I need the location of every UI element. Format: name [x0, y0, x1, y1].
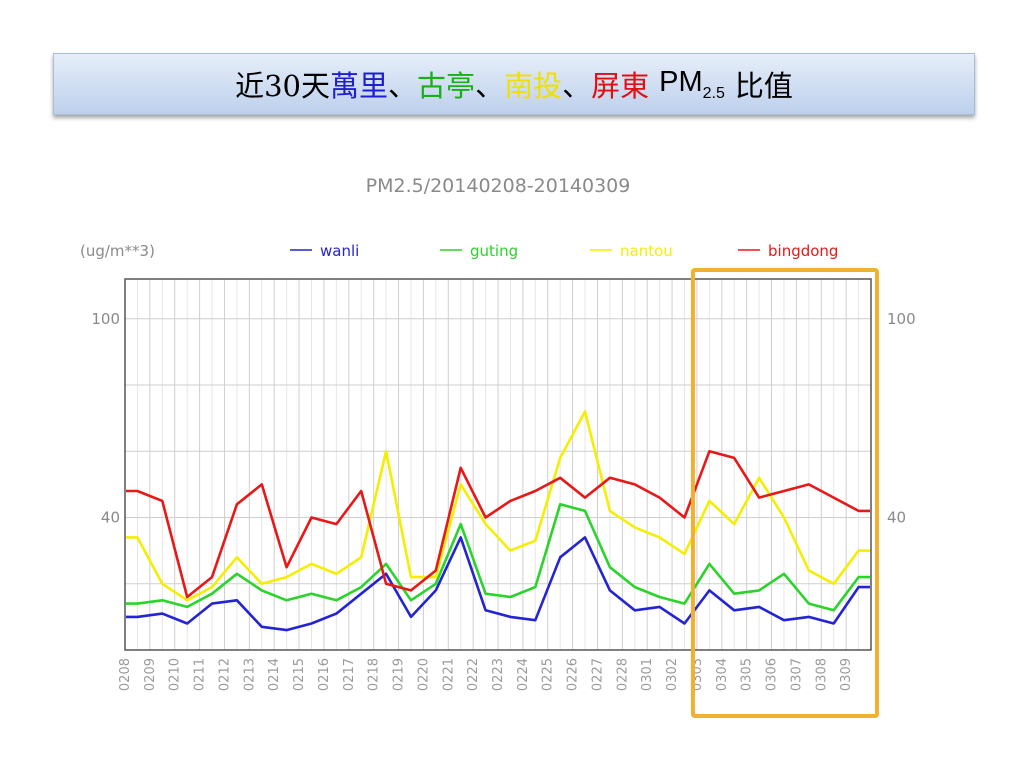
series-line-guting — [126, 502, 870, 612]
station-nantou: 南投 — [504, 69, 563, 103]
y-unit-label: (ug/m**3) — [80, 242, 155, 260]
y-tick-label-right: 40 — [887, 509, 906, 527]
x-tick-label: 0221 — [441, 658, 456, 691]
x-tick-label: 0222 — [466, 658, 481, 691]
x-tick-label: 0225 — [541, 658, 556, 691]
x-tick-label: 0211 — [193, 658, 208, 691]
x-tick-label: 0306 — [765, 658, 780, 691]
y-tick-label-left: 40 — [101, 509, 120, 527]
title-prefix: 近30天 — [235, 69, 331, 103]
y-axis-ticks: 40 40 100 100 — [91, 310, 915, 527]
station-guting: 古亭 — [417, 69, 476, 103]
chart-legend: wanli guting nantou bingdong — [290, 242, 838, 260]
legend-label-bingdong: bingdong — [768, 242, 838, 260]
series-line-bingdong — [126, 449, 870, 599]
x-tick-label: 0305 — [740, 658, 755, 691]
highlight-box — [690, 268, 880, 718]
x-tick-label: 0215 — [292, 658, 307, 691]
x-tick-label: 0209 — [143, 658, 158, 691]
x-tick-label: 0217 — [342, 658, 357, 691]
x-tick-label: 0214 — [267, 658, 282, 691]
pollutant-sub: 2.5 — [702, 84, 725, 102]
x-tick-label: 0223 — [491, 658, 506, 691]
x-tick-label: 0213 — [242, 658, 257, 691]
x-tick-label: 0304 — [715, 658, 730, 691]
x-tick-label: 0227 — [590, 658, 605, 691]
station-bingdong: 屏東 — [591, 69, 650, 103]
legend-label-guting: guting — [470, 242, 518, 260]
x-tick-label: 0302 — [665, 658, 680, 691]
x-tick-label: 0309 — [839, 658, 854, 691]
x-tick-label: 0208 — [118, 658, 133, 691]
separator: 、 — [475, 69, 505, 103]
x-tick-label: 0301 — [640, 658, 655, 691]
series-line-nantou — [126, 410, 870, 602]
y-tick-label-right: 100 — [887, 310, 916, 328]
legend-label-nantou: nantou — [620, 242, 673, 260]
station-wanli: 萬里 — [330, 69, 389, 103]
chart-series — [126, 410, 870, 632]
x-tick-label: 0212 — [217, 658, 232, 691]
x-tick-label: 0216 — [317, 658, 332, 691]
x-tick-label: 0226 — [566, 658, 581, 691]
x-axis-ticks: 0208 0209 0210 0211 0212 0213 0214 0215 0216 0217… — [118, 658, 854, 691]
x-tick-label: 0210 — [168, 658, 183, 691]
x-tick-label: 0220 — [416, 658, 431, 691]
x-tick-label: 0307 — [789, 658, 804, 691]
chart-title: PM2.5/20140208-20140309 — [366, 175, 631, 197]
series-line-wanli — [126, 536, 870, 632]
x-tick-label: 0308 — [814, 658, 829, 691]
y-tick-label-left: 100 — [91, 310, 120, 328]
slide-title: 近30天 萬里 、 古亭 、 南投 、 屏東 PM2.5 比值 — [53, 53, 975, 115]
separator: 、 — [562, 69, 592, 103]
title-suffix: 比值 — [734, 69, 793, 103]
x-tick-label: 0224 — [516, 658, 531, 691]
x-tick-label: 0218 — [367, 658, 382, 691]
pollutant-label: PM2.5 — [659, 66, 725, 103]
pollutant-main: PM — [659, 65, 703, 98]
x-tick-label: 0228 — [615, 658, 630, 691]
x-tick-label: 0219 — [392, 658, 407, 691]
plot-frame — [124, 278, 872, 651]
legend-label-wanli: wanli — [320, 242, 359, 260]
separator: 、 — [388, 69, 418, 103]
